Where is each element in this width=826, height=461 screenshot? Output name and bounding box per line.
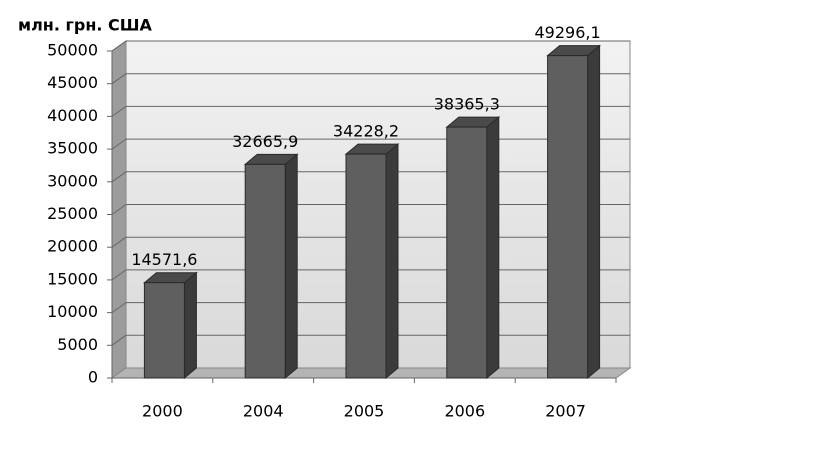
grid-line	[111, 40, 127, 52]
bar-side	[486, 116, 500, 380]
y-tick-label: 15000	[47, 269, 98, 288]
grid-line	[111, 171, 127, 183]
bar-side	[284, 153, 298, 380]
grid-line	[111, 138, 127, 150]
bar	[244, 163, 286, 379]
value-label: 34228,2	[333, 122, 399, 141]
bar-side	[587, 44, 601, 380]
x-tick-label: 2007	[545, 402, 586, 421]
grid-line	[111, 73, 127, 85]
grid-line	[111, 204, 127, 215]
y-tick-label: 40000	[47, 106, 98, 125]
grid-line	[111, 236, 127, 248]
value-label: 49296,1	[535, 23, 601, 42]
grid-line	[111, 105, 127, 117]
value-label: 38365,3	[434, 95, 500, 114]
y-tick-label: 30000	[47, 171, 98, 190]
y-tick-label: 5000	[57, 335, 98, 354]
grid-line	[111, 302, 127, 314]
y-tick-label: 10000	[47, 302, 98, 321]
y-tick-label: 45000	[47, 73, 98, 92]
bar	[143, 282, 185, 379]
x-tick-label: 2005	[344, 402, 385, 421]
y-tick-label: 0	[88, 368, 98, 387]
x-tick-label: 2004	[243, 402, 284, 421]
bar-side	[385, 143, 399, 380]
bar	[345, 153, 387, 379]
y-tick-label: 25000	[47, 204, 98, 223]
bar-side	[183, 271, 197, 380]
bar	[547, 55, 589, 379]
grid-line	[111, 334, 127, 346]
value-label: 14571,6	[131, 250, 197, 269]
value-label: 32665,9	[232, 132, 298, 151]
x-tick-label: 2006	[444, 402, 485, 421]
y-axis-label: млн. грн. США	[18, 16, 153, 35]
grid-line	[111, 269, 127, 281]
y-tick-label: 35000	[47, 139, 98, 158]
y-tick-label: 50000	[47, 41, 98, 60]
bar	[446, 126, 488, 379]
x-tick-label: 2000	[142, 402, 183, 421]
y-tick-label: 20000	[47, 237, 98, 256]
